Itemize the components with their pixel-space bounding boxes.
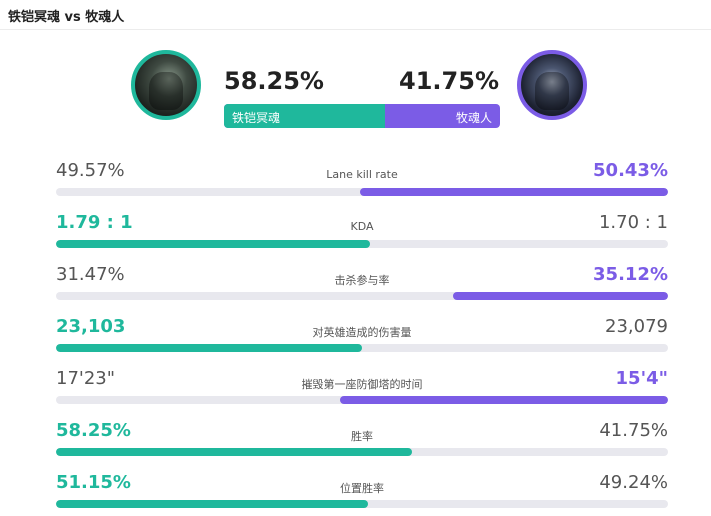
stat-row: 58.25% 胜率 41.75% <box>56 420 668 464</box>
stat-left-value: 1.79 : 1 <box>56 212 133 233</box>
right-win-percentage: 41.75% <box>399 67 499 95</box>
stat-bar-track <box>56 500 668 508</box>
stat-left-value: 49.57% <box>56 160 125 181</box>
stat-row: 1.79 : 1 KDA 1.70 : 1 <box>56 212 668 256</box>
stat-label: 对英雄造成的伤害量 <box>312 326 412 339</box>
champion-portrait-icon <box>149 72 183 110</box>
page-title: 铁铠冥魂 vs 牧魂人 <box>8 10 125 25</box>
stat-right-value: 1.70 : 1 <box>598 212 668 233</box>
stat-label: KDA <box>350 220 374 233</box>
stat-row: 17'23" 摧毁第一座防御塔的时间 15'4" <box>56 368 668 412</box>
stat-right-value: 49.24% <box>599 472 668 493</box>
stat-bar-fill-left <box>56 240 370 248</box>
stat-left-value: 17'23" <box>56 368 116 389</box>
stat-bar-fill-right <box>453 292 668 300</box>
left-champion-avatar[interactable] <box>131 50 201 120</box>
stat-row: 51.15% 位置胜率 49.24% <box>56 472 668 516</box>
left-champion-name: 铁铠冥魂 <box>232 111 281 125</box>
stat-bar-fill-left <box>56 500 369 508</box>
stat-left-value: 58.25% <box>56 420 131 441</box>
stat-bar-fill-right <box>360 188 668 196</box>
stat-right-value: 23,079 <box>605 316 668 337</box>
win-rate-comparison-bar: 铁铠冥魂 牧魂人 <box>224 104 500 128</box>
champion-portrait-icon <box>535 72 569 110</box>
stat-label: Lane kill rate <box>326 168 398 181</box>
stat-row: 23,103 对英雄造成的伤害量 23,079 <box>56 316 668 360</box>
stat-left-value: 23,103 <box>56 316 126 337</box>
stat-label: 摧毁第一座防御塔的时间 <box>301 378 423 391</box>
stat-bar-fill-left <box>56 448 413 456</box>
header-bar: 铁铠冥魂 vs 牧魂人 <box>0 0 711 30</box>
stat-bar-track <box>56 240 668 248</box>
stat-left-value: 51.15% <box>56 472 131 493</box>
stat-label: 击杀参与率 <box>334 274 390 287</box>
left-win-percentage: 58.25% <box>224 67 324 95</box>
stat-bar-fill-right <box>339 396 668 404</box>
stat-bar-track <box>56 344 668 352</box>
stat-right-value: 35.12% <box>593 264 668 285</box>
stat-row: 31.47% 击杀参与率 35.12% <box>56 264 668 308</box>
stat-bar-track <box>56 448 668 456</box>
right-champion-name: 牧魂人 <box>455 111 492 125</box>
stat-row: 49.57% Lane kill rate 50.43% <box>56 160 668 204</box>
stat-bar-fill-left <box>56 344 362 352</box>
stat-bar-track <box>56 188 668 196</box>
right-champion-avatar[interactable] <box>517 50 587 120</box>
stat-label: 胜率 <box>351 430 373 443</box>
left-win-fill <box>224 104 385 128</box>
stat-bar-track <box>56 396 668 404</box>
stat-right-value: 50.43% <box>593 160 668 181</box>
stat-label: 位置胜率 <box>340 482 384 495</box>
stat-left-value: 31.47% <box>56 264 125 285</box>
stat-bar-track <box>56 292 668 300</box>
stat-right-value: 41.75% <box>599 420 668 441</box>
stat-right-value: 15'4" <box>615 368 668 389</box>
